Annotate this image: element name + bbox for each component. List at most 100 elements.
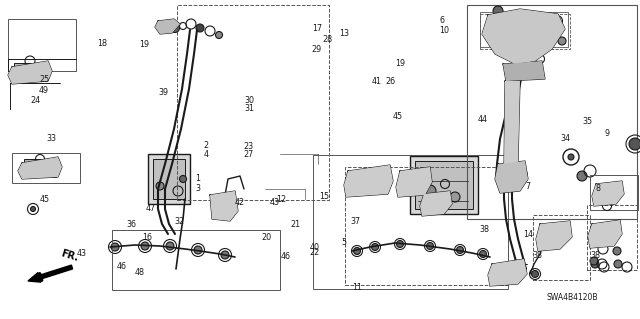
Polygon shape bbox=[592, 181, 624, 206]
Polygon shape bbox=[18, 157, 62, 179]
Polygon shape bbox=[8, 61, 52, 84]
Text: 38: 38 bbox=[532, 251, 543, 260]
Circle shape bbox=[194, 246, 202, 254]
Text: 36: 36 bbox=[127, 220, 137, 229]
Text: FR.: FR. bbox=[60, 248, 80, 263]
Text: 41: 41 bbox=[371, 77, 381, 86]
Bar bbox=[467, 5, 637, 219]
Text: 13: 13 bbox=[339, 29, 349, 38]
Bar bbox=[24, 159, 56, 177]
Polygon shape bbox=[503, 61, 545, 81]
Circle shape bbox=[368, 177, 378, 187]
Text: 7: 7 bbox=[525, 182, 531, 191]
Text: 6: 6 bbox=[439, 16, 444, 25]
Text: 28: 28 bbox=[322, 35, 332, 44]
Text: 19: 19 bbox=[396, 59, 406, 68]
Circle shape bbox=[577, 171, 587, 181]
Text: 15: 15 bbox=[319, 192, 329, 201]
Text: 22: 22 bbox=[310, 248, 320, 256]
Circle shape bbox=[31, 206, 35, 211]
Polygon shape bbox=[210, 191, 238, 221]
Text: 43: 43 bbox=[77, 249, 87, 258]
Text: 10: 10 bbox=[439, 26, 449, 35]
Text: 11: 11 bbox=[352, 283, 362, 292]
Circle shape bbox=[504, 265, 512, 273]
Text: 38: 38 bbox=[590, 251, 600, 260]
Circle shape bbox=[216, 32, 223, 39]
Text: 38: 38 bbox=[479, 225, 490, 234]
Text: 12: 12 bbox=[276, 195, 287, 204]
Text: 26: 26 bbox=[385, 77, 396, 86]
Text: 49: 49 bbox=[38, 86, 49, 95]
Circle shape bbox=[629, 138, 640, 150]
Circle shape bbox=[590, 257, 598, 265]
Polygon shape bbox=[588, 220, 622, 248]
Circle shape bbox=[397, 241, 403, 248]
Text: 37: 37 bbox=[351, 217, 361, 226]
Text: 48: 48 bbox=[134, 268, 145, 277]
Circle shape bbox=[450, 192, 460, 202]
Text: 16: 16 bbox=[142, 233, 152, 242]
Text: 45: 45 bbox=[40, 195, 50, 204]
Text: 21: 21 bbox=[290, 220, 300, 229]
Circle shape bbox=[493, 6, 503, 16]
Circle shape bbox=[426, 242, 433, 249]
Circle shape bbox=[517, 169, 527, 179]
Text: 23: 23 bbox=[243, 142, 253, 151]
Circle shape bbox=[179, 175, 186, 182]
Polygon shape bbox=[420, 191, 452, 216]
Bar bbox=[533, 215, 590, 280]
Polygon shape bbox=[504, 81, 520, 167]
Bar bbox=[153, 159, 185, 199]
Circle shape bbox=[531, 271, 538, 278]
Text: 46: 46 bbox=[116, 262, 127, 271]
Text: 3: 3 bbox=[195, 184, 200, 193]
Text: 33: 33 bbox=[46, 134, 56, 143]
Circle shape bbox=[371, 243, 378, 250]
Text: 4: 4 bbox=[204, 150, 209, 159]
Bar bbox=[148, 154, 190, 204]
Text: 42: 42 bbox=[234, 198, 244, 207]
Text: 30: 30 bbox=[244, 96, 255, 105]
Polygon shape bbox=[488, 259, 527, 286]
Circle shape bbox=[196, 24, 204, 32]
Text: 46: 46 bbox=[280, 252, 291, 261]
Text: 34: 34 bbox=[560, 134, 570, 143]
Text: 18: 18 bbox=[97, 39, 108, 48]
Bar bbox=[8, 19, 76, 71]
Text: 17: 17 bbox=[312, 24, 323, 33]
Circle shape bbox=[456, 247, 463, 254]
Text: 35: 35 bbox=[582, 117, 593, 126]
Circle shape bbox=[166, 242, 174, 250]
Polygon shape bbox=[396, 167, 432, 197]
Text: 14: 14 bbox=[524, 230, 534, 239]
Text: 39: 39 bbox=[159, 88, 169, 97]
Text: 19: 19 bbox=[140, 40, 150, 49]
Text: 24: 24 bbox=[31, 96, 41, 105]
Bar bbox=[112, 230, 280, 290]
Bar bbox=[410, 156, 478, 214]
Text: 47: 47 bbox=[146, 204, 156, 213]
Circle shape bbox=[502, 24, 510, 32]
Circle shape bbox=[170, 24, 179, 33]
Circle shape bbox=[221, 251, 229, 259]
Text: 27: 27 bbox=[243, 150, 253, 159]
Bar bbox=[415, 161, 473, 209]
Text: 9: 9 bbox=[605, 130, 610, 138]
Circle shape bbox=[479, 250, 486, 257]
Bar bbox=[12, 153, 80, 183]
Text: 40: 40 bbox=[310, 243, 320, 252]
Circle shape bbox=[558, 37, 566, 45]
Circle shape bbox=[613, 247, 621, 255]
Circle shape bbox=[349, 181, 359, 191]
Polygon shape bbox=[495, 161, 528, 193]
Bar bbox=[480, 14, 570, 49]
Text: 31: 31 bbox=[244, 104, 255, 113]
Text: 8: 8 bbox=[596, 184, 601, 193]
Text: 20: 20 bbox=[261, 233, 271, 242]
Bar bbox=[480, 12, 568, 47]
Circle shape bbox=[614, 260, 622, 268]
Polygon shape bbox=[344, 165, 393, 197]
Bar bbox=[590, 175, 638, 210]
Bar bbox=[14, 63, 46, 81]
